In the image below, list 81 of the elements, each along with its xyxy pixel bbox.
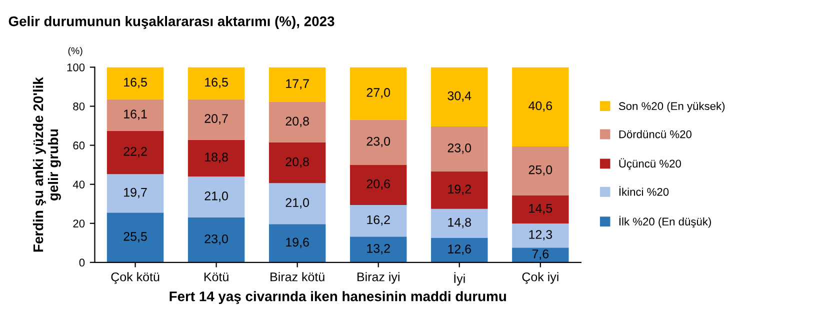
data-label: 21,0 [286,198,310,208]
bar [106,130,164,174]
bar [268,67,326,102]
legend-label: Son %20 (En yüksek) [618,102,725,112]
data-label: 18,8 [205,152,228,163]
data-label: 22,2 [124,147,147,158]
data-label: 19,2 [448,184,471,196]
bar [431,171,488,209]
x-axis-title: Fert 14 yaş civarında iken hanesinin maddi durumu [170,291,506,304]
y-tick-label: 100 [67,63,85,72]
bar [350,205,407,237]
bar [268,224,326,262]
data-label: 7,6 [532,249,549,260]
data-label: 20,7 [204,114,228,124]
bar [268,183,326,224]
bar [431,208,488,238]
x-tick-label: Kötü [204,272,228,282]
bar [350,120,407,165]
x-tick-label: Çok kötü [111,272,160,284]
bar [350,236,407,262]
bar [512,248,569,262]
y-tick-label: 60 [73,142,85,150]
bar [512,195,569,224]
data-label: 13,2 [367,244,390,254]
data-label: 12,6 [448,244,471,255]
data-label: 17,7 [286,79,309,90]
y-tick-label: 0 [79,258,85,267]
y-tick-label: 20 [73,220,85,228]
y-tick-label: 80 [73,102,85,110]
data-label: 16,1 [124,110,147,120]
y-tick-label: 40 [72,180,85,188]
data-label: 23,0 [366,136,390,148]
data-label: 23,0 [448,143,472,154]
data-label: 19,7 [124,188,147,198]
bar [106,174,164,213]
bar [268,102,326,143]
x-tick-label: Biraz kötü [270,272,324,282]
data-label: 20,8 [286,116,309,128]
bar [512,224,569,248]
legend-label: Dördüncü %20 [619,130,692,138]
data-label: 21,0 [204,192,228,202]
x-tick-label: Biraz iyi [358,272,400,284]
data-label: 25,0 [528,165,552,176]
x-tick-label: Çok iyi [522,272,558,284]
bar [512,146,569,196]
bar [188,218,245,262]
data-label: 19,6 [286,238,309,248]
legend-label: İkinci %20 [619,186,669,196]
data-label: 16,5 [205,78,228,88]
chart-title: Gelir durumunun kuşaklararası aktarımı (%), 2023 [8,16,334,29]
legend-label: Üçüncü %20 [619,158,681,170]
data-label: 16,5 [124,78,147,88]
data-label: 20,8 [286,157,309,168]
bar [350,67,407,120]
bar [106,212,164,262]
legend-label: İlk %20 (En düşük) [619,216,711,228]
bar [431,67,488,127]
data-label: 16,2 [367,215,390,226]
bar [188,99,245,140]
data-label: 30,4 [448,91,472,102]
bar [350,164,407,206]
data-label: 40,6 [528,101,552,112]
bar [106,99,164,131]
bar [188,67,245,100]
bar [512,67,569,146]
bar [106,67,164,100]
data-label: 12,3 [529,230,552,240]
text: (%) [68,47,82,56]
bar [431,126,488,172]
bar [431,238,488,262]
data-label: 23,0 [204,234,228,245]
bar [188,140,245,177]
data-label: 25,5 [124,232,147,242]
bar [268,142,326,184]
data-label: 20,6 [366,179,390,190]
bar [188,176,245,218]
data-label: 27,0 [366,88,390,98]
data-label: 14,5 [529,204,552,214]
y-axis-title: Ferdin şu anki yüzde 20'lik gelir grubu [32,77,61,252]
data-label: 14,8 [448,218,471,228]
x-tick-label: İyi [454,272,465,286]
